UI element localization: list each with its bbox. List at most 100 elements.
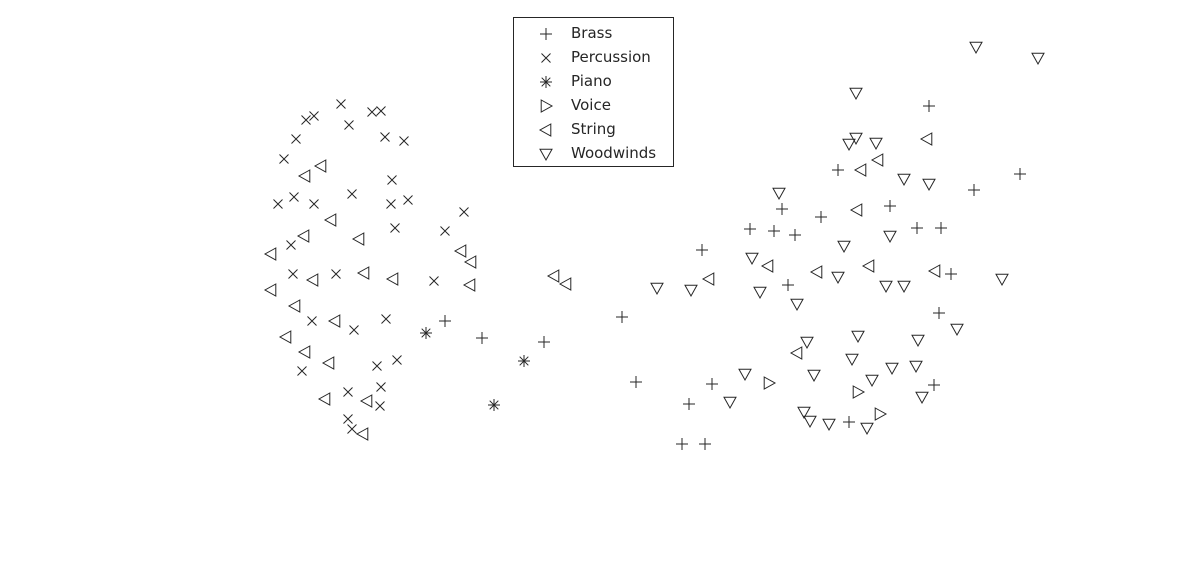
percussion-point — [331, 269, 341, 279]
legend-label-voice: Voice — [571, 96, 611, 114]
woodwinds-point — [800, 336, 814, 350]
string-point — [263, 247, 277, 261]
brass-point — [744, 223, 756, 235]
percussion-point — [381, 314, 391, 324]
brass-point — [968, 184, 980, 196]
percussion-point — [429, 276, 439, 286]
woodwinds-point — [822, 418, 836, 432]
string-point — [861, 259, 875, 273]
chart-legend: Brass Percussion Piano Voice String Wood… — [513, 17, 674, 167]
string-legend-marker — [538, 123, 552, 137]
legend-label-percussion: Percussion — [571, 48, 651, 66]
legend-item-voice: Voice — [514, 94, 674, 118]
brass-point — [768, 225, 780, 237]
brass-point — [928, 379, 940, 391]
piano-legend-marker — [540, 76, 552, 88]
string-point — [305, 273, 319, 287]
percussion-point — [309, 111, 319, 121]
woodwinds-point — [883, 230, 897, 244]
woodwinds-point — [860, 422, 874, 436]
asterisk-marker-icon — [540, 76, 552, 88]
scatter-marks — [263, 41, 1045, 450]
string-point — [323, 213, 337, 227]
percussion-point — [376, 106, 386, 116]
percussion-point — [367, 107, 377, 117]
percussion-point — [288, 269, 298, 279]
string-point — [297, 345, 311, 359]
brass-point — [832, 164, 844, 176]
string-point — [297, 169, 311, 183]
woodwinds-point — [807, 369, 821, 383]
string-point — [853, 163, 867, 177]
brass-point — [439, 315, 451, 327]
legend-item-piano: Piano — [514, 70, 674, 94]
woodwinds-point — [851, 330, 865, 344]
brass-point — [476, 332, 488, 344]
piano-point — [488, 399, 500, 411]
percussion-point — [347, 189, 357, 199]
percussion-point — [347, 424, 357, 434]
string-point — [701, 272, 715, 286]
woodwinds-point — [797, 406, 811, 420]
percussion-point — [349, 325, 359, 335]
woodwinds-point — [790, 298, 804, 312]
percussion-point — [375, 401, 385, 411]
string-point — [385, 272, 399, 286]
brass-point — [1014, 168, 1026, 180]
string-point — [453, 244, 467, 258]
brass-point — [683, 398, 695, 410]
woodwinds-point — [842, 138, 856, 152]
woodwinds-point — [911, 334, 925, 348]
woodwinds-point — [837, 240, 851, 254]
brass-legend-marker — [540, 28, 552, 40]
percussion-point — [279, 154, 289, 164]
voice-point — [763, 376, 777, 390]
legend-label-woodwinds: Woodwinds — [571, 144, 657, 162]
percussion-point — [286, 240, 296, 250]
woodwinds-point — [831, 271, 845, 285]
string-point — [558, 277, 572, 291]
woodwinds-point — [885, 362, 899, 376]
brass-point — [933, 307, 945, 319]
brass-point — [696, 244, 708, 256]
x-marker-icon — [541, 53, 551, 63]
brass-point — [776, 203, 788, 215]
legend-label-piano: Piano — [571, 72, 612, 90]
woodwinds-point — [738, 368, 752, 382]
percussion-point — [343, 387, 353, 397]
brass-point — [782, 279, 794, 291]
woodwinds-point — [950, 323, 964, 337]
legend-item-brass: Brass — [514, 22, 674, 46]
brass-point — [789, 229, 801, 241]
woodwinds-point — [849, 132, 863, 146]
brass-point — [945, 268, 957, 280]
string-point — [849, 203, 863, 217]
woodwinds-point — [922, 178, 936, 192]
brass-point — [815, 211, 827, 223]
string-point — [463, 255, 477, 269]
voice-point — [874, 407, 888, 421]
legend-item-string: String — [514, 118, 674, 142]
brass-point — [706, 378, 718, 390]
percussion-point — [387, 175, 397, 185]
brass-point — [935, 222, 947, 234]
woodwinds-point — [879, 280, 893, 294]
woodwinds-point — [915, 391, 929, 405]
percussion-point — [392, 355, 402, 365]
string-point — [870, 153, 884, 167]
percussion-point — [459, 207, 469, 217]
triangle-left-marker-icon — [538, 123, 552, 137]
brass-point — [676, 438, 688, 450]
woodwinds-point — [909, 360, 923, 374]
percussion-point — [390, 223, 400, 233]
string-point — [321, 356, 335, 370]
legend-label-brass: Brass — [571, 24, 613, 42]
percussion-point — [297, 366, 307, 376]
percussion-point — [380, 132, 390, 142]
string-point — [355, 427, 369, 441]
percussion-point — [386, 199, 396, 209]
legend-label-string: String — [571, 120, 616, 138]
string-point — [356, 266, 370, 280]
woodwinds-point — [723, 396, 737, 410]
percussion-point — [291, 134, 301, 144]
